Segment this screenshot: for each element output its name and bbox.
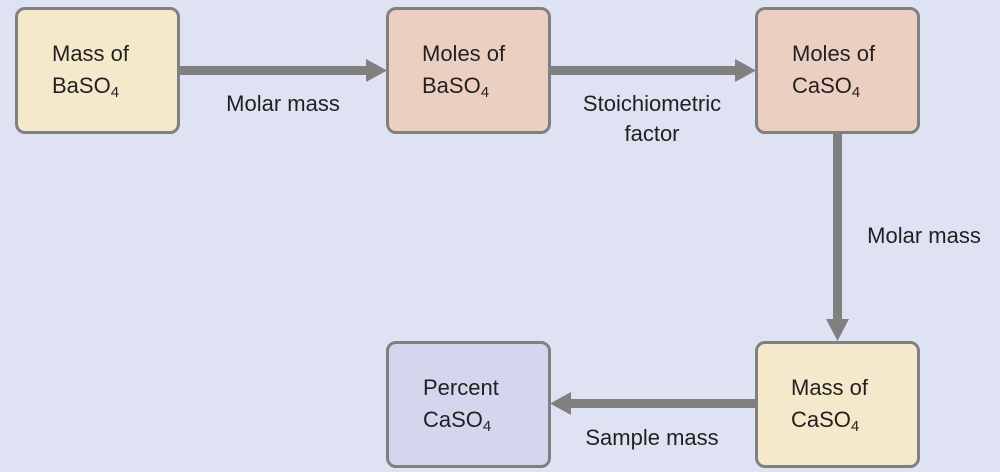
- edge-label-stoichiometric-factor: Stoichiometric factor: [582, 91, 722, 146]
- arrow-mass-to-moles-baso4-shaft: [180, 66, 368, 75]
- arrow-mass-to-moles-baso4-head: [366, 59, 387, 82]
- node-mass-of-caso4: Mass of CaSO4: [755, 341, 920, 468]
- node-label: Moles of: [422, 41, 506, 66]
- arrow-moles-baso4-to-moles-caso4-head: [735, 59, 756, 82]
- node-formula: BaSO4: [422, 73, 490, 101]
- node-mass-of-baso4: Mass of BaSO4: [15, 7, 180, 134]
- edge-label-molar-mass-right: Molar mass: [867, 223, 981, 248]
- node-label: Percent: [423, 375, 499, 400]
- arrow-mass-caso4-to-percent-shaft: [569, 399, 757, 408]
- node-label: Moles of: [792, 41, 876, 66]
- node-moles-of-caso4: Moles of CaSO4: [755, 7, 920, 134]
- node-formula: CaSO4: [792, 73, 861, 101]
- arrow-moles-to-mass-caso4-head: [826, 319, 849, 341]
- arrow-moles-to-mass-caso4-shaft: [833, 133, 842, 321]
- arrow-mass-caso4-to-percent-head: [550, 392, 571, 415]
- node-moles-of-baso4: Moles of BaSO4: [386, 7, 551, 134]
- edge-label-sample-mass: Sample mass: [585, 425, 719, 450]
- edge-label-molar-mass-top: Molar mass: [226, 91, 340, 116]
- node-label: Mass of: [52, 41, 130, 66]
- node-formula: CaSO4: [423, 407, 492, 435]
- node-label: Mass of: [791, 375, 869, 400]
- node-percent-caso4: Percent CaSO4: [386, 341, 551, 468]
- node-formula: BaSO4: [52, 73, 120, 101]
- arrow-moles-baso4-to-moles-caso4-shaft: [550, 66, 737, 75]
- node-formula: CaSO4: [791, 407, 860, 435]
